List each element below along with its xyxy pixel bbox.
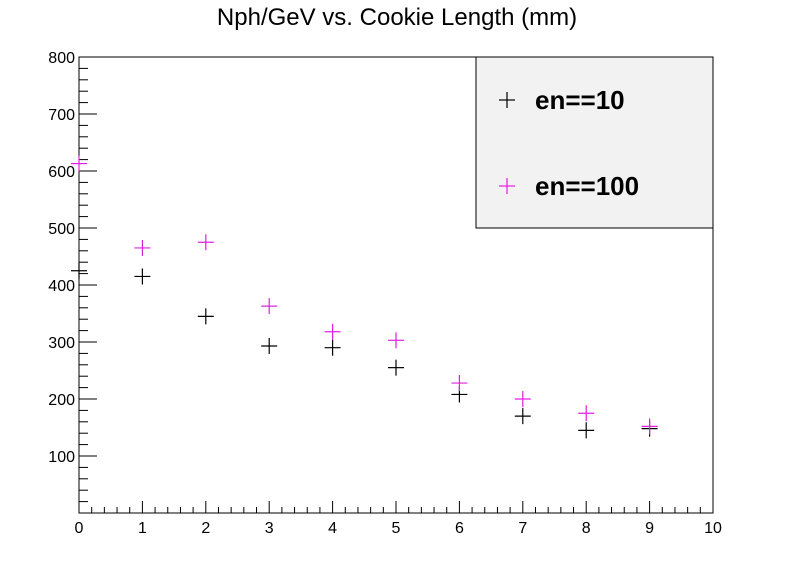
x-tick-label: 0 bbox=[75, 520, 84, 537]
y-tick-label: 800 bbox=[48, 50, 75, 67]
legend-entry: en==10 bbox=[499, 85, 625, 115]
data-point-series-2 bbox=[451, 375, 468, 392]
legend-label: en==100 bbox=[535, 171, 639, 201]
y-tick-label: 600 bbox=[48, 164, 75, 181]
data-point-series-1 bbox=[324, 339, 341, 356]
y-tick-label: 400 bbox=[48, 278, 75, 295]
y-tick-label: 500 bbox=[48, 221, 75, 238]
y-tick-label: 700 bbox=[48, 107, 75, 124]
x-tick-label: 9 bbox=[645, 520, 654, 537]
legend: en==10 en==100 bbox=[475, 56, 714, 229]
x-tick-label: 5 bbox=[392, 520, 401, 537]
axis-tick-labels: 0 1 2 3 4 5 6 7 8 9 10 100 200 300 400 500 600 700 800 bbox=[48, 50, 722, 537]
data-point-series-2 bbox=[388, 332, 404, 349]
data-point-series-1 bbox=[514, 408, 531, 425]
legend-entry: en==100 bbox=[499, 171, 639, 201]
x-tick-label: 10 bbox=[704, 520, 722, 537]
data-point-series-1 bbox=[71, 262, 87, 279]
data-point-series-2 bbox=[261, 298, 278, 315]
chart-title: Nph/GeV vs. Cookie Length (mm) bbox=[216, 4, 578, 31]
data-point-series-1 bbox=[134, 268, 151, 285]
data-point-series-2 bbox=[324, 323, 341, 340]
data-point-series-2 bbox=[578, 405, 595, 422]
legend-marker bbox=[499, 92, 515, 108]
y-tick-label: 200 bbox=[48, 392, 75, 409]
data-point-series-1 bbox=[578, 422, 595, 439]
y-tick-label: 300 bbox=[48, 335, 75, 352]
axis-ticks bbox=[78, 56, 714, 514]
data-point-series-1 bbox=[388, 359, 404, 376]
legend-box bbox=[475, 56, 714, 229]
y-tick-label: 100 bbox=[48, 449, 75, 466]
x-tick-label: 1 bbox=[138, 520, 147, 537]
data-point-series-2 bbox=[641, 418, 658, 435]
legend-marker bbox=[499, 178, 515, 194]
x-tick-label: 8 bbox=[582, 520, 591, 537]
data-point-series-2 bbox=[514, 391, 531, 407]
x-tick-label: 3 bbox=[265, 520, 274, 537]
data-point-series-2 bbox=[197, 234, 214, 251]
x-tick-label: 6 bbox=[455, 520, 464, 537]
data-points bbox=[71, 155, 658, 439]
x-tick-label: 4 bbox=[328, 520, 337, 537]
x-tick-label: 7 bbox=[518, 520, 527, 537]
data-point-series-2 bbox=[71, 155, 87, 172]
data-point-series-1 bbox=[197, 308, 214, 325]
x-tick-label: 2 bbox=[201, 520, 210, 537]
legend-label: en==10 bbox=[535, 85, 625, 115]
data-point-series-2 bbox=[134, 239, 151, 256]
data-point-series-1 bbox=[261, 337, 278, 354]
